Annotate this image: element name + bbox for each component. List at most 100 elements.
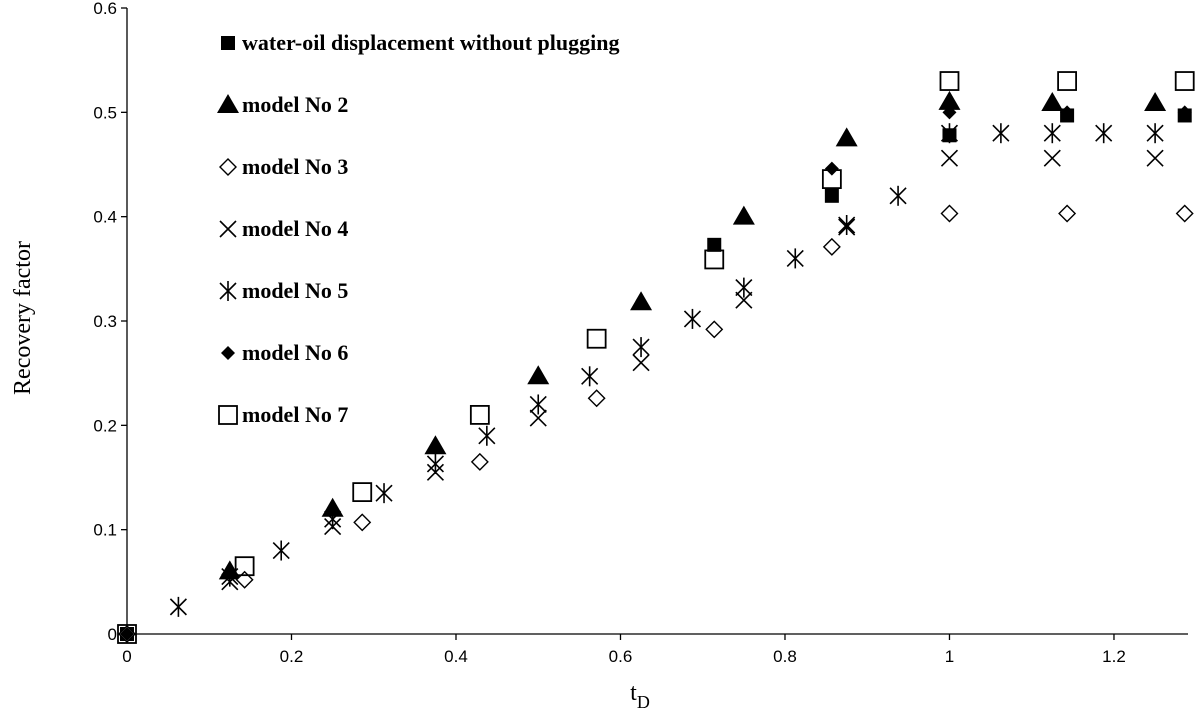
series-5 <box>169 123 1164 617</box>
legend-marker-open-diamond <box>219 158 237 176</box>
legend-label: model No 3 <box>242 154 348 179</box>
data-point-filled-square <box>824 188 839 203</box>
data-point-open-square <box>586 328 607 349</box>
x-tick-label: 0.8 <box>773 647 797 666</box>
x-tick-label: 1.2 <box>1102 647 1126 666</box>
legend-label: model No 6 <box>242 340 348 365</box>
legend-label: model No 2 <box>242 92 348 117</box>
series-7 <box>117 71 1195 644</box>
legend-entry: water-oil displacement without plugging <box>221 30 619 55</box>
legend-entry: model No 3 <box>219 154 348 179</box>
data-point-open-diamond <box>587 389 606 408</box>
legend-label: model No 5 <box>242 278 348 303</box>
data-point-asterisk <box>683 308 702 329</box>
data-point-filled-triangle <box>1041 91 1064 111</box>
data-point-asterisk <box>735 277 753 298</box>
data-point-filled-triangle <box>630 291 653 311</box>
data-point-open-square <box>469 404 490 425</box>
data-point-filled-triangle <box>938 90 961 110</box>
legend-entry: model No 2 <box>217 92 348 117</box>
data-point-filled-diamond <box>1060 105 1075 120</box>
data-point-open-diamond <box>235 570 254 589</box>
legend-marker-asterisk <box>219 281 237 301</box>
axes: 0 0.1 0.2 0.3 0.4 0.5 0.6 0 0.2 0.4 0.6 0.8 1 1.2 <box>93 0 1188 666</box>
legend-entry: model No 4 <box>219 216 348 241</box>
data-point-open-square <box>821 169 842 190</box>
data-point-open-diamond <box>1175 204 1194 223</box>
data-points <box>117 71 1195 644</box>
legend-label: water-oil displacement without plugging <box>242 30 619 55</box>
legend-marker-x <box>219 220 237 238</box>
data-point-open-square <box>939 71 960 91</box>
data-point-open-square <box>234 556 255 577</box>
data-point-x <box>632 354 650 372</box>
data-point-filled-triangle <box>1144 91 1167 111</box>
series-1 <box>120 108 1192 641</box>
data-point-asterisk <box>992 123 1010 144</box>
x-tick-label: 0.2 <box>280 647 304 666</box>
data-point-asterisk <box>838 215 856 236</box>
data-point-filled-triangle <box>321 497 344 517</box>
y-tick-label: 0.2 <box>93 416 117 435</box>
x-tick-label: 0 <box>122 647 131 666</box>
x-tick-label: 0.6 <box>609 647 633 666</box>
data-point-filled-triangle <box>527 365 550 385</box>
data-point-asterisk <box>169 596 187 617</box>
data-point-filled-diamond <box>942 105 957 120</box>
data-point-asterisk <box>426 453 444 474</box>
legend-marker-filled-diamond <box>221 346 235 360</box>
data-point-open-diamond <box>470 452 489 471</box>
series-3 <box>118 204 1194 643</box>
data-point-x <box>1146 149 1164 167</box>
legend-marker-filled-square <box>221 36 235 50</box>
data-point-open-square <box>352 482 373 503</box>
data-point-asterisk <box>375 483 393 504</box>
data-point-asterisk <box>581 366 599 387</box>
data-point-open-diamond <box>353 513 372 532</box>
data-point-asterisk <box>324 509 342 530</box>
data-point-filled-diamond <box>120 627 134 641</box>
legend-label: model No 4 <box>242 216 348 241</box>
data-point-open-square <box>704 249 725 270</box>
data-point-filled-diamond <box>824 161 839 176</box>
x-axis-title-subscript: D <box>637 692 650 712</box>
series-6 <box>120 105 1192 641</box>
legend-entry: model No 6 <box>221 340 348 365</box>
data-point-open-diamond <box>705 320 724 339</box>
y-tick-label: 0.6 <box>93 0 117 18</box>
data-point-open-square <box>1174 71 1195 91</box>
legend-marker-open-square <box>218 405 238 425</box>
data-point-asterisk <box>1095 123 1113 144</box>
y-tick-label: 0.5 <box>93 103 117 122</box>
data-point-asterisk <box>940 123 959 144</box>
legend-marker-filled-triangle <box>217 94 239 113</box>
axis-titles: tD Recovery factor <box>10 241 650 712</box>
data-point-open-diamond <box>822 237 841 256</box>
x-tick-label: 1 <box>945 647 954 666</box>
x-axis-title-main: t <box>630 680 637 706</box>
data-point-asterisk <box>632 337 650 358</box>
legend-entry: model No 7 <box>218 402 348 427</box>
data-point-asterisk <box>272 540 290 561</box>
data-point-asterisk <box>889 185 907 206</box>
y-axis-title: Recovery factor <box>10 241 36 395</box>
data-point-open-square <box>117 624 137 644</box>
y-tick-label: 0.3 <box>93 312 117 331</box>
data-point-filled-diamond <box>1177 105 1192 120</box>
data-point-filled-triangle <box>835 127 858 147</box>
x-axis-title: tD <box>630 680 650 712</box>
data-point-asterisk <box>478 425 496 446</box>
data-point-open-square <box>1057 71 1077 91</box>
y-tick-label: 0 <box>108 625 117 644</box>
data-point-x <box>529 409 547 427</box>
legend-entry: model No 5 <box>219 278 348 303</box>
y-tick-label: 0.1 <box>93 521 117 540</box>
legend-label: model No 7 <box>242 402 348 427</box>
legend: water-oil displacement without plugging m… <box>217 30 619 427</box>
y-tick-label: 0.4 <box>93 208 117 227</box>
series-2 <box>218 90 1167 580</box>
data-point-open-diamond <box>940 204 959 223</box>
data-point-asterisk <box>1146 123 1164 144</box>
data-point-filled-triangle <box>424 435 447 455</box>
